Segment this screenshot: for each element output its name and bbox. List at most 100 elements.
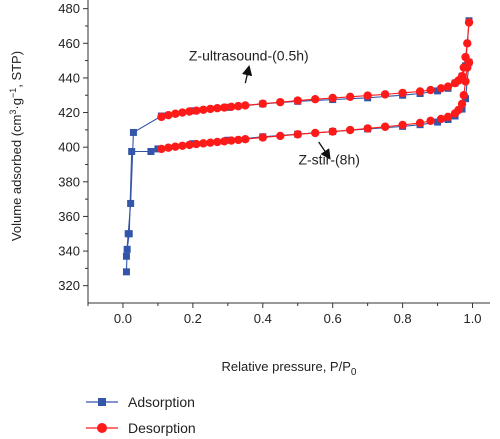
data-point-desorption xyxy=(192,106,201,115)
data-point-desorption xyxy=(234,101,243,111)
annotation-arrow xyxy=(242,64,253,84)
legend-item-adsorption: Adsorption xyxy=(86,394,195,410)
data-point-desorption xyxy=(178,108,187,117)
data-point-desorption xyxy=(171,142,180,151)
data-point-desorption xyxy=(276,131,285,141)
data-point-desorption xyxy=(199,105,208,114)
plot-annotations: Z-ultrasound-(0.5h) Z-stir-(8h) xyxy=(189,48,360,168)
data-point-desorption xyxy=(443,82,453,91)
y-tick-label: 340 xyxy=(58,244,80,259)
data-point-desorption xyxy=(258,99,267,108)
data-point-desorption xyxy=(380,122,390,131)
x-tick-label: 0.4 xyxy=(254,311,272,326)
data-point-desorption xyxy=(192,139,201,149)
data-point-adsorption xyxy=(123,245,131,253)
x-tick-label: 0.6 xyxy=(324,311,342,326)
plot-curves xyxy=(122,17,474,276)
data-point-desorption xyxy=(293,96,302,105)
data-point-adsorption xyxy=(122,252,130,260)
data-point-desorption xyxy=(185,140,194,150)
data-point-desorption xyxy=(206,138,215,147)
data-point-desorption xyxy=(459,91,468,100)
data-point-desorption xyxy=(157,112,166,122)
data-point-desorption xyxy=(461,52,470,62)
data-point-desorption xyxy=(213,137,222,147)
data-point-desorption xyxy=(457,99,467,109)
data-point-desorption xyxy=(426,116,435,126)
data-point-desorption xyxy=(206,104,215,114)
data-point-desorption xyxy=(199,139,208,148)
data-point-desorption xyxy=(258,133,267,142)
data-point-adsorption xyxy=(434,118,442,126)
data-point-desorption xyxy=(436,84,446,93)
data-point-desorption xyxy=(220,137,229,146)
legend-marker-adsorption xyxy=(98,398,106,406)
data-point-adsorption xyxy=(124,230,132,238)
data-point-adsorption xyxy=(128,148,136,155)
data-point-desorption xyxy=(311,128,320,138)
y-tick-label: 320 xyxy=(58,278,80,293)
legend-item-desorption: Desorption xyxy=(86,420,196,436)
data-point-desorption xyxy=(464,18,474,27)
data-point-desorption xyxy=(363,124,372,133)
legend: Adsorption Desorption xyxy=(86,394,196,436)
y-tick-label: 420 xyxy=(58,105,80,120)
x-tick-label: 0.8 xyxy=(394,311,412,326)
data-point-desorption xyxy=(380,90,390,99)
data-point-desorption xyxy=(426,85,435,95)
data-point-desorption xyxy=(227,136,236,145)
data-point-desorption xyxy=(171,109,180,118)
data-point-desorption xyxy=(164,110,173,120)
legend-marker-desorption xyxy=(97,423,107,433)
data-point-desorption xyxy=(227,102,236,112)
annotation-arrow xyxy=(318,141,331,160)
x-axis-title: Relative pressure, P/P0 xyxy=(222,359,357,378)
y-tick-label: 360 xyxy=(58,209,80,224)
x-tick-label: 0.0 xyxy=(114,311,132,326)
data-point-desorption xyxy=(457,71,467,81)
x-tick-label: 0.2 xyxy=(184,311,202,326)
data-point-desorption xyxy=(241,101,250,110)
data-point-desorption xyxy=(185,107,194,116)
data-point-desorption xyxy=(157,144,166,154)
data-point-desorption xyxy=(276,97,285,107)
data-point-desorption xyxy=(241,135,250,144)
y-axis-title: Volume adsorbed (cm3·g−1, STP) xyxy=(8,51,24,241)
data-point-desorption xyxy=(398,88,407,98)
y-tick-label: 480 xyxy=(58,1,80,16)
annotation-label: Z-stir-(8h) xyxy=(298,151,359,167)
data-point-desorption xyxy=(328,93,337,103)
data-point-desorption xyxy=(436,114,446,124)
data-point-adsorption xyxy=(434,87,442,95)
y-tick-label: 460 xyxy=(58,36,80,51)
y-tick-label: 400 xyxy=(58,140,80,155)
data-point-adsorption xyxy=(129,128,137,136)
data-point-desorption xyxy=(345,125,355,135)
data-point-desorption xyxy=(164,143,173,152)
y-tick-label: 380 xyxy=(58,174,80,189)
data-point-desorption xyxy=(178,141,187,150)
plot-axes: 0.0 0.2 0.4 0.6 0.8 1.0 320 340 360 380 400 420 440 4… xyxy=(58,0,490,326)
legend-label-adsorption: Adsorption xyxy=(128,394,195,410)
data-point-desorption xyxy=(220,103,229,112)
data-point-desorption xyxy=(293,130,302,139)
data-point-desorption xyxy=(463,39,472,48)
data-point-adsorption xyxy=(127,199,135,207)
data-point-desorption xyxy=(398,120,407,130)
data-point-desorption xyxy=(234,135,243,145)
data-point-desorption xyxy=(415,118,425,128)
y-tick-label: 440 xyxy=(58,70,80,85)
data-point-desorption xyxy=(213,104,222,113)
data-point-desorption xyxy=(459,63,468,72)
data-point-adsorption xyxy=(147,148,155,155)
data-point-desorption xyxy=(345,92,355,101)
data-point-desorption xyxy=(415,87,425,96)
legend-label-desorption: Desorption xyxy=(128,420,196,436)
annotation-label: Z-ultrasound-(0.5h) xyxy=(189,48,309,64)
data-point-desorption xyxy=(443,112,453,122)
data-point-desorption xyxy=(328,127,337,136)
x-tick-label: 1.0 xyxy=(463,311,481,326)
data-point-desorption xyxy=(311,95,320,104)
data-point-adsorption xyxy=(122,268,130,276)
